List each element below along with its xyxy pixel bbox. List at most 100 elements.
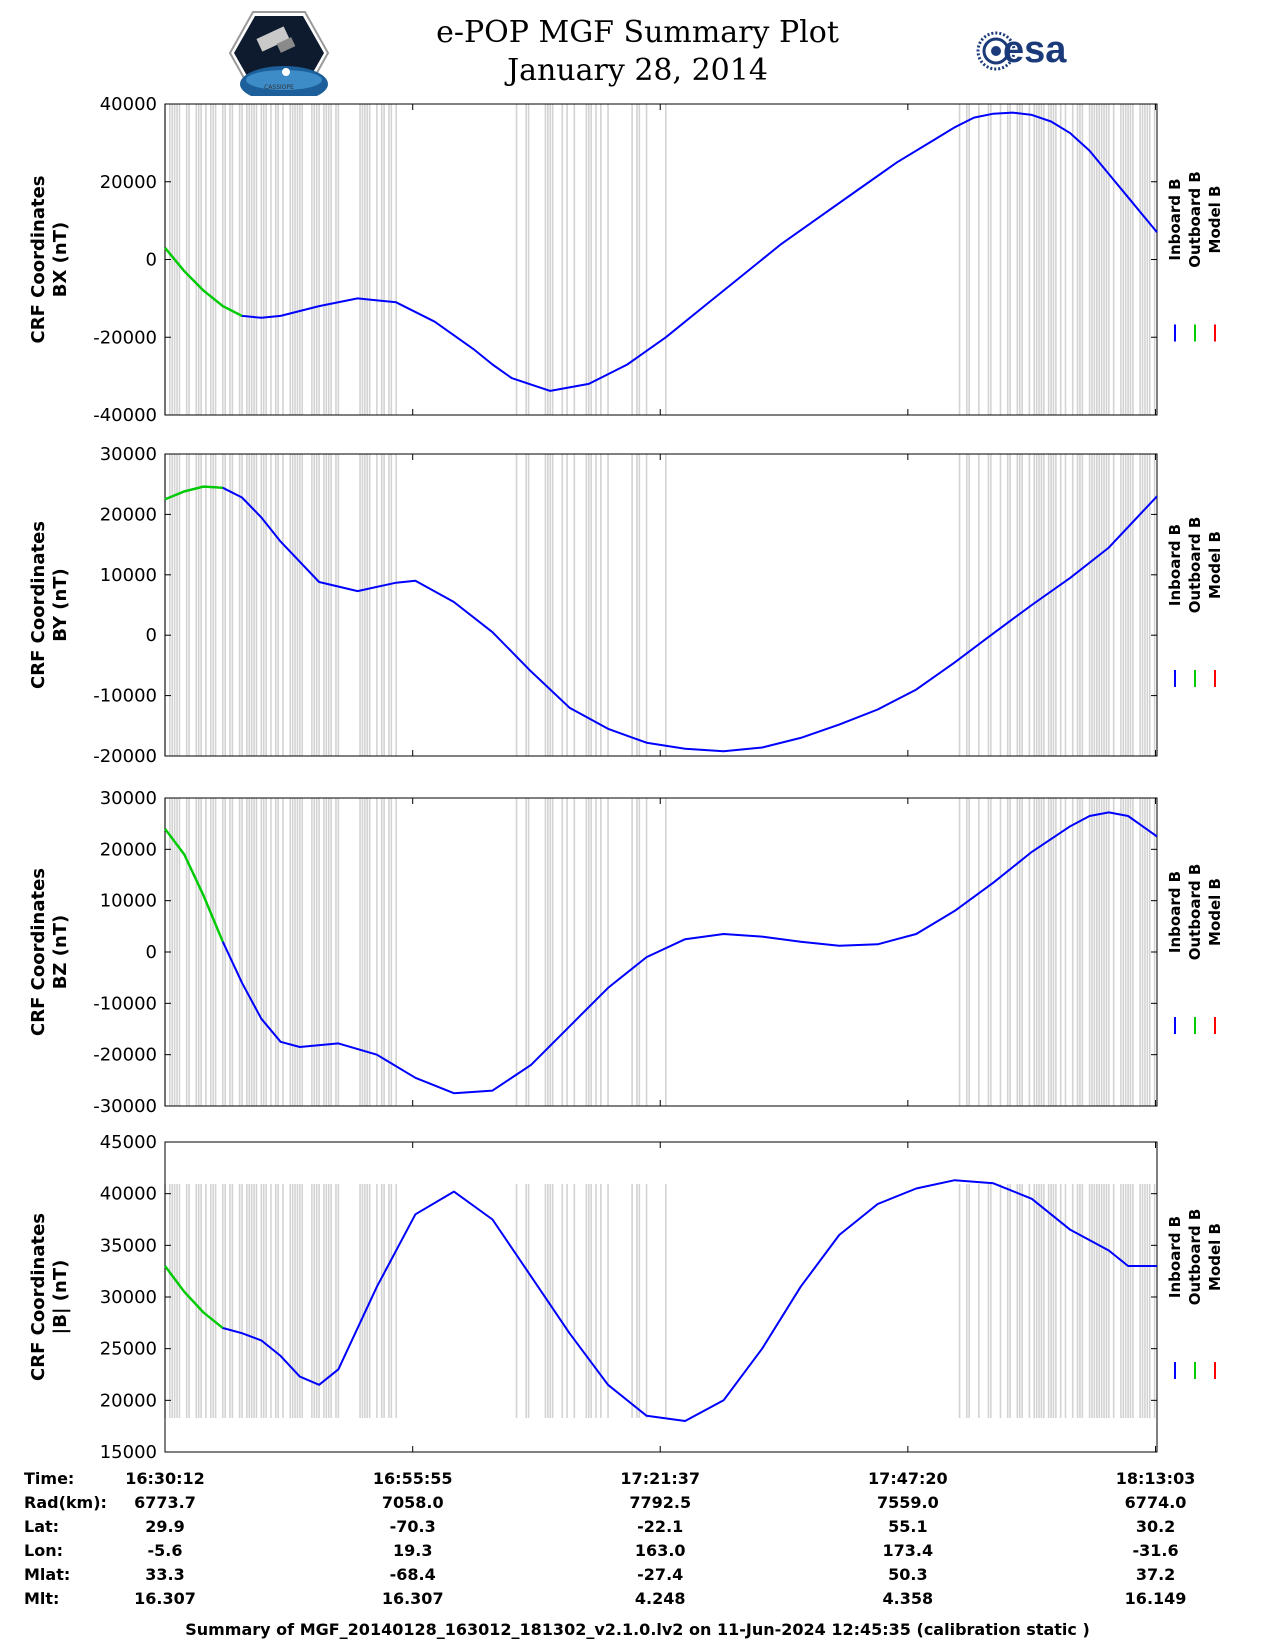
data-gap-stripes bbox=[164, 1184, 1156, 1418]
y-tick-label: -10000 bbox=[93, 686, 157, 707]
ephemeris-value: 7559.0 bbox=[877, 1493, 939, 1512]
page-date: January 28, 2014 bbox=[507, 53, 768, 88]
esa-logo-text: esa bbox=[1003, 29, 1067, 71]
ephemeris-value: -22.1 bbox=[637, 1517, 683, 1536]
ephemeris-value: 7058.0 bbox=[382, 1493, 444, 1512]
ephemeris-value: 16.307 bbox=[382, 1589, 444, 1608]
ephemeris-value: 29.9 bbox=[145, 1517, 184, 1536]
ephemeris-value: 4.248 bbox=[635, 1589, 686, 1608]
legend-label: Inboard B bbox=[1166, 1216, 1184, 1298]
legend-label: Inboard B bbox=[1166, 178, 1184, 260]
series-line-inboard-b bbox=[164, 1179, 1157, 1422]
y-axis-label: CRF Coordinates|B| (nT) bbox=[28, 1213, 71, 1381]
y-tick-label: -20000 bbox=[93, 327, 157, 348]
ephemeris-row-label: Lon: bbox=[24, 1541, 63, 1560]
ephemeris-row-label: Lat: bbox=[24, 1517, 59, 1536]
data-gap-stripes bbox=[164, 454, 1156, 756]
legend-label: Model B bbox=[1206, 186, 1224, 254]
ephemeris-value: 16.307 bbox=[134, 1589, 196, 1608]
y-tick-label: 20000 bbox=[100, 1390, 157, 1411]
ephemeris-value: 50.3 bbox=[888, 1565, 927, 1584]
data-gap-stripes bbox=[164, 104, 1156, 415]
y-axis-label-line1: CRF Coordinates bbox=[28, 1213, 49, 1381]
ephemeris-value: 17:47:20 bbox=[868, 1469, 948, 1488]
series-line-inboard-b bbox=[164, 811, 1158, 1095]
y-axis-label-line2: BZ (nT) bbox=[50, 915, 71, 990]
y-axis-label-line1: CRF Coordinates bbox=[28, 521, 49, 689]
y-axis-label-line2: BY (nT) bbox=[50, 568, 71, 642]
footer-summary: Summary of MGF_20140128_163012_181302_v2… bbox=[185, 1620, 1090, 1639]
ephemeris-value: 16:55:55 bbox=[373, 1469, 453, 1488]
ephemeris-value: 173.4 bbox=[883, 1541, 934, 1560]
panel-2: 30000 20000 10000 0 -10000 -20000 CRF Coordina… bbox=[28, 444, 1224, 767]
ephemeris-value: -31.6 bbox=[1132, 1541, 1178, 1560]
series-line-inboard-b bbox=[164, 485, 1158, 753]
ephemeris-value: 6773.7 bbox=[134, 1493, 196, 1512]
ephemeris-row-label: Mlat: bbox=[24, 1565, 70, 1584]
y-tick-label: -40000 bbox=[93, 405, 157, 426]
y-tick-label: 30000 bbox=[100, 788, 157, 809]
ephemeris-value: 16.149 bbox=[1125, 1589, 1187, 1608]
esa-logo bbox=[976, 31, 1016, 71]
ephemeris-value: 17:21:37 bbox=[620, 1469, 700, 1488]
y-tick-label: 15000 bbox=[100, 1442, 157, 1463]
ephemeris-value: 55.1 bbox=[888, 1517, 927, 1536]
y-tick-label: 10000 bbox=[100, 565, 157, 586]
y-tick-label: 30000 bbox=[100, 444, 157, 465]
legend-label: Model B bbox=[1206, 1223, 1224, 1291]
panel-4: 45000 40000 35000 30000 25000 20000 15000 CRF C… bbox=[28, 1132, 1224, 1463]
y-tick-label: 20000 bbox=[100, 504, 157, 525]
legend-label: Model B bbox=[1206, 878, 1224, 946]
ephemeris-row-label: Time: bbox=[24, 1469, 74, 1488]
y-tick-label: 30000 bbox=[100, 1287, 157, 1308]
ephemeris-value: 37.2 bbox=[1136, 1565, 1175, 1584]
data-gap-stripes bbox=[164, 798, 1156, 1106]
y-tick-label: 25000 bbox=[100, 1339, 157, 1360]
ephemeris-value: 19.3 bbox=[393, 1541, 432, 1560]
y-tick-label: -10000 bbox=[93, 993, 157, 1014]
y-tick-label: 35000 bbox=[100, 1235, 157, 1256]
y-tick-label: 40000 bbox=[100, 94, 157, 115]
y-axis-label-line2: BX (nT) bbox=[50, 222, 71, 297]
ephemeris-value: 7792.5 bbox=[629, 1493, 691, 1512]
y-tick-label: -30000 bbox=[93, 1096, 157, 1117]
page-title: e-POP MGF Summary Plot bbox=[436, 15, 839, 50]
y-tick-label: -20000 bbox=[93, 1045, 157, 1066]
y-tick-label: 40000 bbox=[100, 1184, 157, 1205]
legend-label: Outboard B bbox=[1186, 171, 1204, 268]
series-line-outboard-b bbox=[164, 485, 223, 501]
legend-label: Outboard B bbox=[1186, 864, 1204, 961]
y-tick-label: 10000 bbox=[100, 891, 157, 912]
ephemeris-value: 6774.0 bbox=[1125, 1493, 1187, 1512]
legend-label: Outboard B bbox=[1186, 1209, 1204, 1306]
ephemeris-value: 18:13:03 bbox=[1116, 1469, 1196, 1488]
plot-frame bbox=[164, 453, 1158, 757]
y-tick-label: 45000 bbox=[100, 1132, 157, 1153]
cassiope-logo-caption: CASSIOPE bbox=[264, 84, 294, 91]
y-tick-label: 0 bbox=[146, 942, 157, 963]
panel-3: 30000 20000 10000 0 -10000 -20000 -30000 CRF Co… bbox=[28, 788, 1224, 1117]
y-axis-label: CRF CoordinatesBZ (nT) bbox=[28, 868, 71, 1036]
cassiope-logo bbox=[228, 11, 330, 96]
y-tick-label: 0 bbox=[146, 625, 157, 646]
y-axis-label-line1: CRF Coordinates bbox=[28, 176, 49, 344]
ephemeris-value: 4.358 bbox=[883, 1589, 934, 1608]
y-axis-label-line1: CRF Coordinates bbox=[28, 868, 49, 1036]
y-tick-label: 20000 bbox=[100, 172, 157, 193]
y-tick-label: 0 bbox=[146, 250, 157, 271]
ephemeris-value: -5.6 bbox=[148, 1541, 183, 1560]
y-axis-label: CRF CoordinatesBY (nT) bbox=[28, 521, 71, 689]
series-line-outboard-b bbox=[164, 828, 224, 943]
ephemeris-value: -27.4 bbox=[637, 1565, 683, 1584]
series-line-outboard-b bbox=[164, 1265, 224, 1329]
series-line-outboard-b bbox=[164, 247, 243, 317]
ephemeris-value: 30.2 bbox=[1136, 1517, 1175, 1536]
ephemeris-value: -68.4 bbox=[390, 1565, 436, 1584]
y-tick-label: -20000 bbox=[93, 746, 157, 767]
ephemeris-value: 163.0 bbox=[635, 1541, 686, 1560]
ephemeris-row-label: Mlt: bbox=[24, 1589, 59, 1608]
ephemeris-row-label: Rad(km): bbox=[24, 1493, 107, 1512]
y-axis-label-line2: |B| (nT) bbox=[50, 1260, 71, 1335]
panel-1: 40000 20000 0 -20000 -40000 CRF CoordinatesBX… bbox=[28, 94, 1224, 426]
